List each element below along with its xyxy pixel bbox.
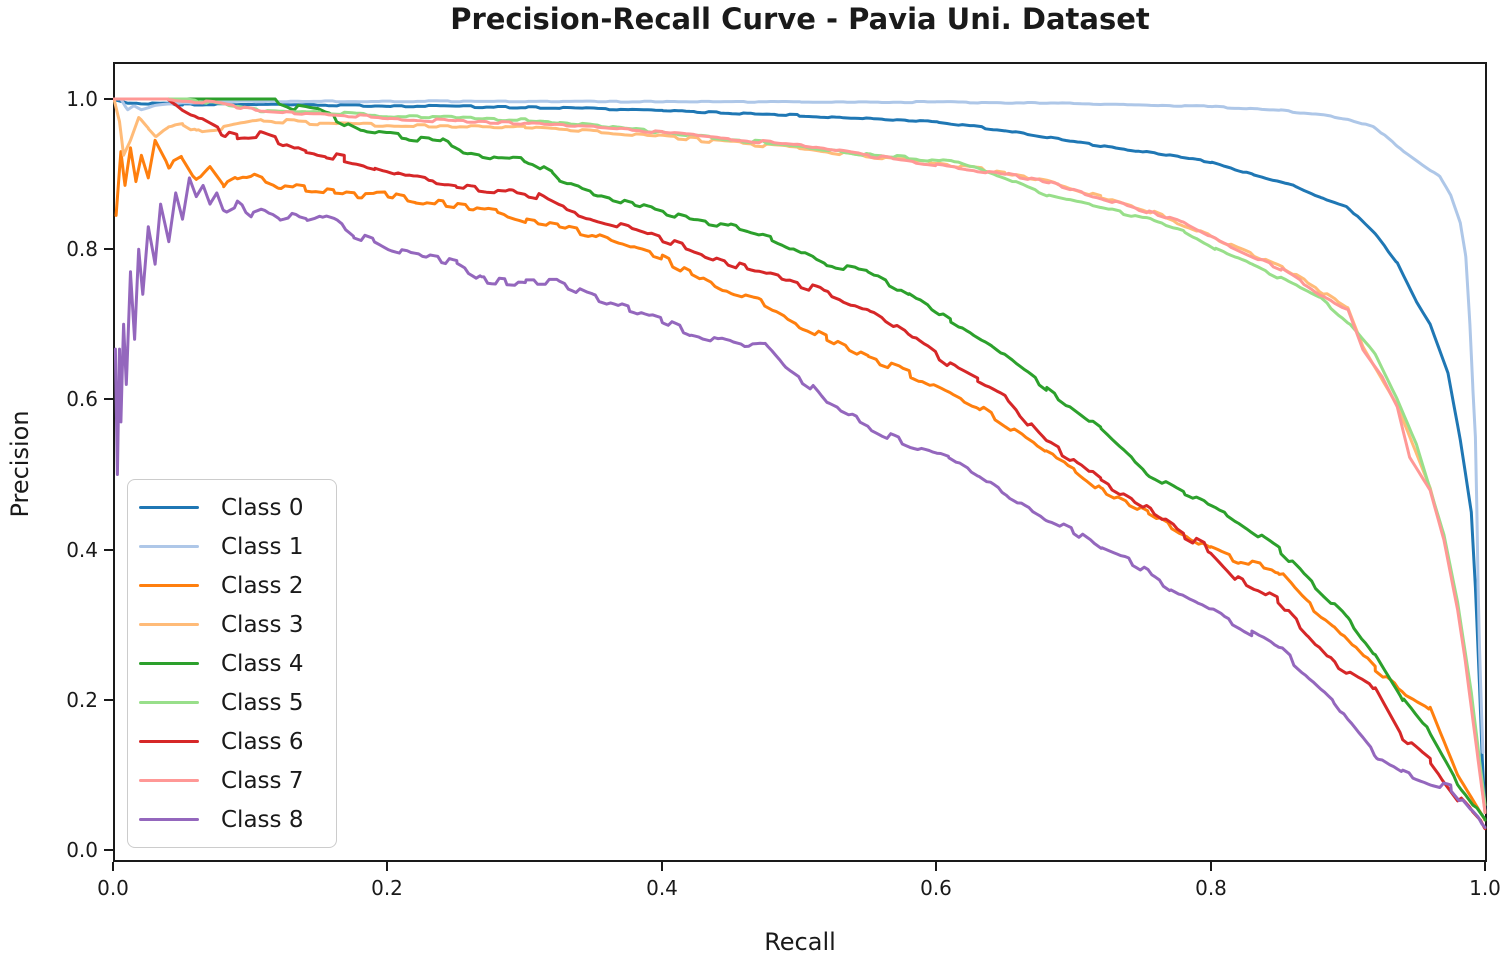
legend-line-class-2	[139, 583, 199, 588]
x-tick-label: 0.0	[97, 876, 129, 900]
legend-line-class-0	[139, 505, 199, 510]
y-tick	[104, 699, 113, 701]
legend-line-class-6	[139, 739, 199, 744]
legend-item-class-6: Class 6	[128, 729, 336, 755]
legend-label-class-0: Class 0	[221, 494, 304, 521]
pr-curve-class-8	[113, 176, 1487, 829]
x-tick-label: 1.0	[1469, 876, 1501, 900]
y-tick	[104, 398, 113, 400]
y-tick	[104, 849, 113, 851]
x-tick-label: 0.8	[1195, 876, 1227, 900]
plot-border	[113, 62, 1487, 862]
pr-curve-class-0	[113, 98, 1487, 814]
x-tick	[1484, 862, 1486, 871]
legend-line-class-5	[139, 700, 199, 705]
legend-label-class-8: Class 8	[221, 806, 304, 833]
x-tick-label: 0.4	[646, 876, 678, 900]
y-tick-label: 0.2	[66, 688, 98, 712]
legend-line-class-8	[139, 817, 199, 822]
x-tick	[661, 862, 663, 871]
legend-item-class-3: Class 3	[128, 612, 336, 638]
y-tick-label: 0.0	[66, 838, 98, 862]
legend-label-class-7: Class 7	[221, 767, 304, 794]
pr-curve-class-2	[114, 138, 1487, 822]
legend-item-class-2: Class 2	[128, 573, 336, 599]
legend-line-class-7	[139, 778, 199, 783]
legend-label-class-2: Class 2	[221, 572, 304, 599]
pr-curve-class-6	[113, 97, 1487, 831]
legend-label-class-4: Class 4	[221, 650, 304, 677]
legend-label-class-3: Class 3	[221, 611, 304, 638]
legend-line-class-4	[139, 661, 199, 666]
y-tick-label: 1.0	[66, 87, 98, 111]
y-axis-label: Precision	[6, 410, 34, 518]
y-tick	[104, 98, 113, 100]
legend-label-class-6: Class 6	[221, 728, 304, 755]
legend-item-class-8: Class 8	[128, 807, 336, 833]
x-axis-label: Recall	[764, 928, 836, 956]
x-tick-label: 0.6	[920, 876, 952, 900]
x-tick-label: 0.2	[371, 876, 403, 900]
pr-curve-class-1	[113, 97, 1485, 754]
x-tick	[112, 862, 114, 871]
legend-label-class-5: Class 5	[221, 689, 304, 716]
y-tick-label: 0.6	[66, 387, 98, 411]
x-tick	[1210, 862, 1212, 871]
legend-line-class-3	[139, 622, 199, 627]
plot-area	[113, 62, 1487, 862]
x-tick	[935, 862, 937, 871]
legend-item-class-7: Class 7	[128, 768, 336, 794]
chart-title: Precision-Recall Curve - Pavia Uni. Data…	[450, 2, 1150, 36]
y-tick-label: 0.4	[66, 538, 98, 562]
y-tick	[104, 549, 113, 551]
legend: Class 0 Class 1 Class 2 Class 3 Class 4 …	[127, 479, 337, 848]
pr-curves	[113, 97, 1487, 831]
pr-curve-class-4	[113, 97, 1487, 822]
legend-item-class-4: Class 4	[128, 651, 336, 677]
legend-line-class-1	[139, 544, 199, 549]
x-tick	[386, 862, 388, 871]
y-tick-label: 0.8	[66, 237, 98, 261]
legend-label-class-1: Class 1	[221, 533, 304, 560]
y-tick	[104, 248, 113, 250]
legend-item-class-0: Class 0	[128, 495, 336, 521]
legend-item-class-5: Class 5	[128, 690, 336, 716]
pr-curve-class-7	[113, 97, 1487, 814]
legend-item-class-1: Class 1	[128, 534, 336, 560]
